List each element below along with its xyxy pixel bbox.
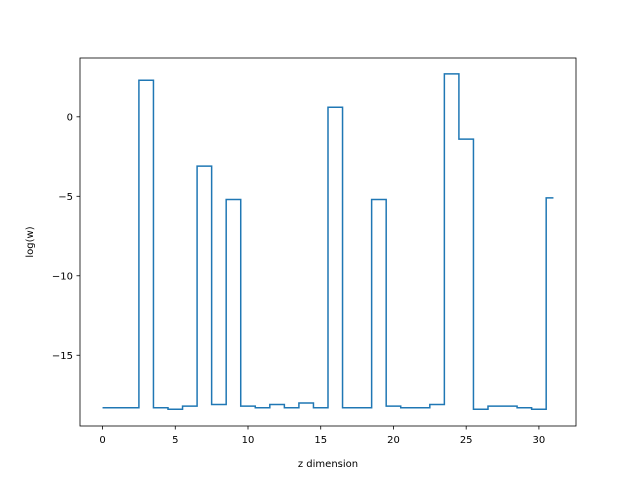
series-line-0 xyxy=(102,73,554,411)
x-tick-label: 15 xyxy=(314,435,327,446)
plot-frame xyxy=(79,57,577,427)
x-tick-label: 20 xyxy=(387,435,400,446)
series-layer xyxy=(102,73,554,411)
y-tick-label: −5 xyxy=(58,192,73,203)
y-axis-label: log(w) xyxy=(25,226,36,257)
x-tick-label: 25 xyxy=(460,435,473,446)
y-tick-label: 0 xyxy=(67,112,73,123)
x-tick-label: 10 xyxy=(242,435,255,446)
x-tick-label: 5 xyxy=(172,435,178,446)
y-tick-label: −15 xyxy=(52,351,73,362)
x-tick-label: 30 xyxy=(533,435,546,446)
x-axis-label: z dimension xyxy=(298,459,358,470)
y-tick-label: −10 xyxy=(52,271,73,282)
x-tick-label: 0 xyxy=(99,435,105,446)
ticks-layer: 0 5 10 15 20 25 30 −15 −10 −5 0 xyxy=(52,112,545,446)
